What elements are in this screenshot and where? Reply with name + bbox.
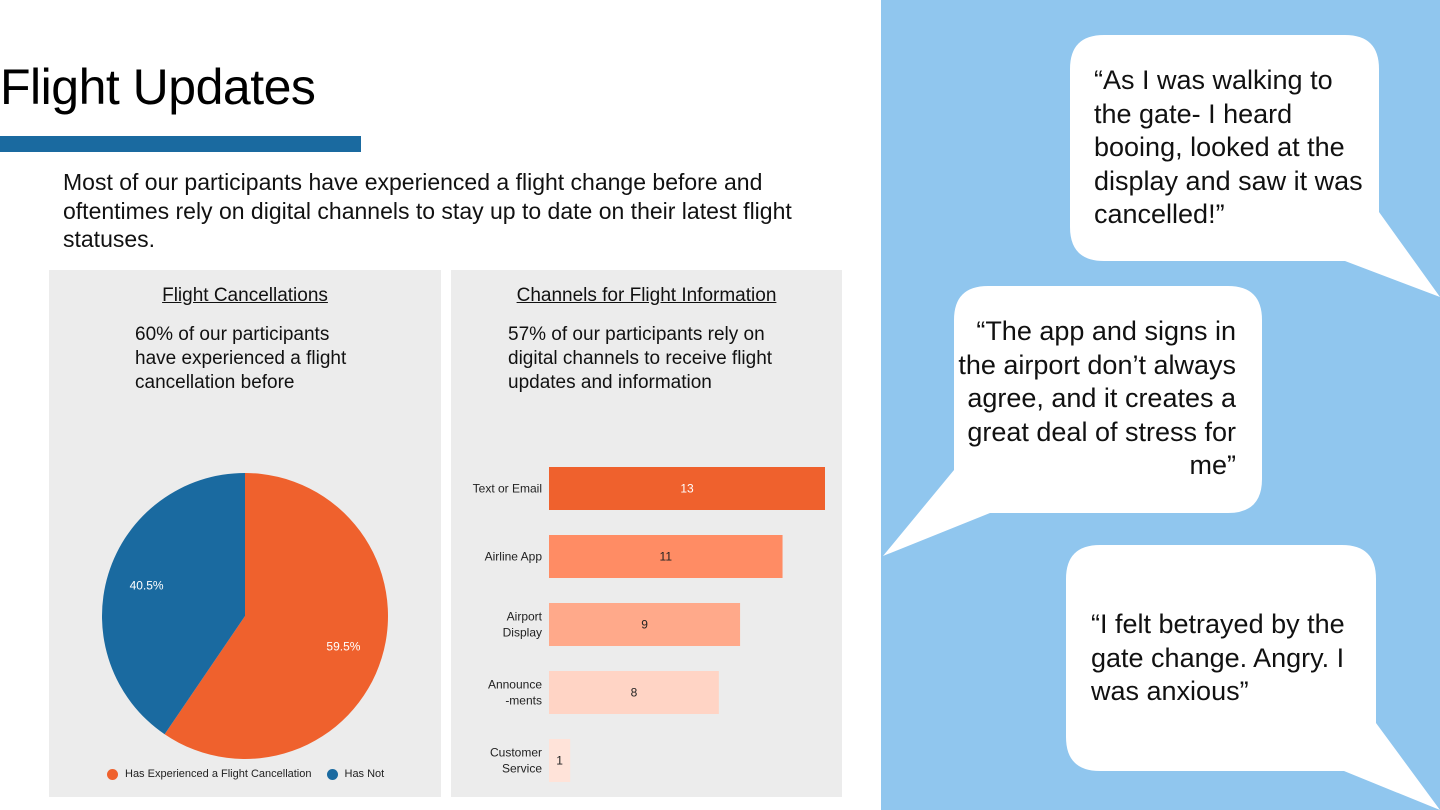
bar-3 (549, 603, 741, 646)
legend-dot-experienced (107, 768, 118, 780)
channels-panel: Channels for Flight Information 57% of o… (451, 270, 842, 797)
bar-value-3: 9 (641, 618, 648, 632)
speech-bubble-3 (1066, 545, 1440, 810)
legend-item-has-not: Has Not (326, 768, 385, 780)
quote-gate-change: “I felt betrayed by the gate change. Ang… (1091, 609, 1345, 706)
channels-title: Channels for Flight Information (516, 285, 777, 306)
bar-category-label-5: Customer Service (490, 746, 542, 776)
bar-value-5: 1 (556, 754, 563, 768)
bar-4 (549, 671, 719, 714)
pie-chart: 59.5% 40.5% (102, 473, 388, 759)
pie-slice-has-not (102, 473, 245, 735)
flight-cancellations-title: Flight Cancellations (162, 285, 328, 306)
bar-5 (549, 739, 571, 782)
pie-legend: Has Experienced a Flight Cancellation Ha… (107, 768, 399, 780)
pie-label-experienced: 59.5% (326, 639, 360, 653)
bar-value-2: 11 (660, 550, 673, 564)
bar-category-label-2: Airline App (485, 550, 543, 564)
title-underline-bar (0, 136, 361, 152)
legend-label-has-not: Has Not (344, 768, 385, 780)
legend-dot-has-not (326, 768, 338, 780)
legend-item-experienced: Has Experienced a Flight Cancellation (107, 768, 312, 780)
legend-label-experienced: Has Experienced a Flight Cancellation (125, 768, 312, 780)
bar-chart: 13 Text or Email 11 Airline App 9 Airport Disp… (473, 467, 825, 782)
bar-category-label-3: Airport Display (503, 610, 543, 640)
speech-bubble-1 (1070, 35, 1440, 297)
bar-value-1: 13 (680, 482, 694, 496)
pie-label-has-not: 40.5% (130, 579, 164, 593)
bar-1 (549, 467, 825, 510)
pie-slice-experienced (164, 473, 388, 759)
speech-bubble-2 (883, 286, 1262, 556)
flight-cancellations-description: 60% of our participants have experienced… (135, 324, 347, 393)
flight-cancellations-panel: Flight Cancellations 60% of our particip… (49, 270, 441, 797)
quote-gate-booing: “As I was walking to the gate- I heard b… (1094, 65, 1363, 229)
intro-text: Most of our participants have experience… (63, 169, 792, 252)
bar-category-label-1: Text or Email (473, 482, 542, 496)
channels-description: 57% of our participants rely on digital … (508, 324, 773, 393)
bar-2 (549, 535, 783, 578)
quote-app-signs: “The app and signs in the airport don’t … (958, 316, 1236, 480)
slide-title: Flight Updates (0, 59, 316, 115)
bar-category-label-4: Announce -ments (488, 678, 542, 708)
bar-value-4: 8 (631, 686, 638, 700)
